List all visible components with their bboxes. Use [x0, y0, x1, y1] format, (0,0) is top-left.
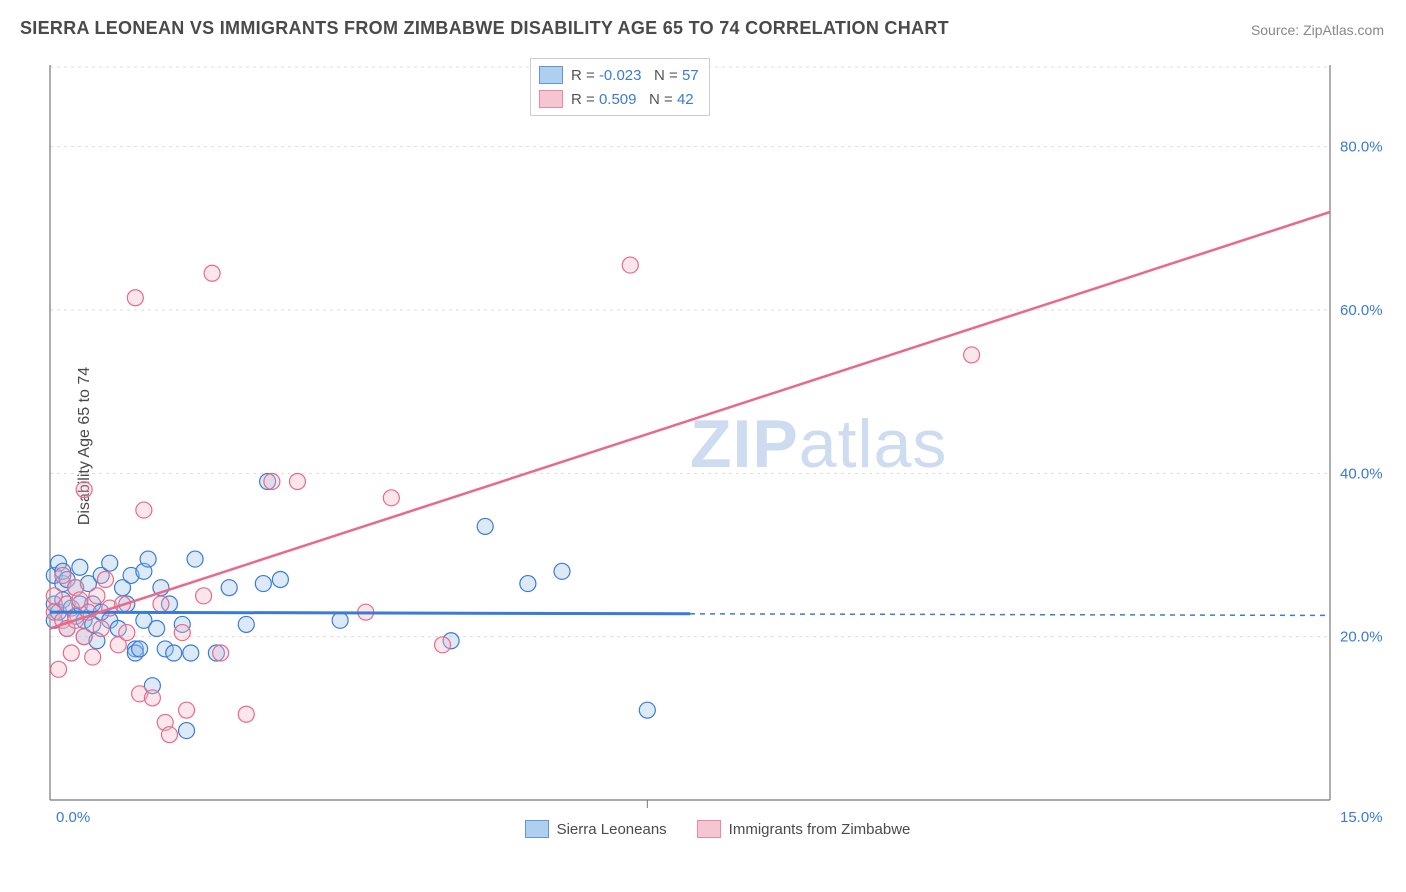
- data-point: [149, 621, 165, 637]
- data-point: [161, 727, 177, 743]
- data-point: [89, 588, 105, 604]
- data-point: [132, 641, 148, 657]
- data-point: [136, 502, 152, 518]
- data-point: [85, 649, 101, 665]
- correlation-legend: R = -0.023 N = 57 R = 0.509 N = 42: [530, 58, 710, 116]
- trend-line-dashed: [690, 614, 1330, 616]
- data-point: [127, 290, 143, 306]
- data-point: [119, 625, 135, 641]
- data-point: [97, 572, 113, 588]
- y-tick-label: 20.0%: [1340, 629, 1383, 646]
- data-point: [93, 621, 109, 637]
- data-point: [238, 616, 254, 632]
- data-point: [255, 576, 271, 592]
- data-point: [51, 661, 67, 677]
- data-point: [238, 706, 254, 722]
- legend-label: Immigrants from Zimbabwe: [729, 821, 911, 838]
- legend-item: Immigrants from Zimbabwe: [697, 820, 911, 838]
- data-point: [76, 629, 92, 645]
- data-point: [166, 645, 182, 661]
- source-label: Source: ZipAtlas.com: [1251, 22, 1384, 38]
- y-tick-label: 60.0%: [1340, 302, 1383, 319]
- data-point: [183, 645, 199, 661]
- data-point: [639, 702, 655, 718]
- data-point: [435, 637, 451, 653]
- data-point: [332, 612, 348, 628]
- data-point: [554, 563, 570, 579]
- y-tick-label: 80.0%: [1340, 139, 1383, 156]
- data-point: [72, 559, 88, 575]
- legend-row: R = 0.509 N = 42: [539, 87, 699, 111]
- data-point: [196, 588, 212, 604]
- chart-title: SIERRA LEONEAN VS IMMIGRANTS FROM ZIMBAB…: [20, 18, 949, 39]
- data-point: [272, 572, 288, 588]
- legend-label: Sierra Leoneans: [557, 821, 667, 838]
- legend-swatch: [539, 66, 563, 84]
- data-point: [204, 265, 220, 281]
- data-point: [477, 518, 493, 534]
- data-point: [289, 474, 305, 490]
- data-point: [964, 347, 980, 363]
- data-point: [179, 723, 195, 739]
- trend-line: [50, 612, 690, 614]
- series-legend: Sierra Leoneans Immigrants from Zimbabwe: [50, 820, 1385, 838]
- legend-swatch: [525, 820, 549, 838]
- legend-stats: R = 0.509 N = 42: [571, 91, 694, 108]
- data-point: [383, 490, 399, 506]
- data-point: [622, 257, 638, 273]
- data-point: [55, 567, 71, 583]
- data-point: [102, 555, 118, 571]
- y-tick-label: 40.0%: [1340, 465, 1383, 482]
- legend-row: R = -0.023 N = 57: [539, 63, 699, 87]
- trend-line: [50, 212, 1330, 629]
- chart-container: 20.0%40.0%60.0%80.0%0.0%15.0% ZIPatlas R…: [50, 55, 1385, 840]
- legend-stats: R = -0.023 N = 57: [571, 67, 699, 84]
- data-point: [174, 625, 190, 641]
- data-point: [187, 551, 203, 567]
- data-point: [144, 690, 160, 706]
- data-point: [140, 551, 156, 567]
- legend-swatch: [539, 90, 563, 108]
- data-point: [213, 645, 229, 661]
- data-point: [63, 645, 79, 661]
- legend-item: Sierra Leoneans: [525, 820, 667, 838]
- data-point: [264, 474, 280, 490]
- legend-swatch: [697, 820, 721, 838]
- data-point: [179, 702, 195, 718]
- scatter-chart: 20.0%40.0%60.0%80.0%0.0%15.0%: [50, 55, 1385, 840]
- data-point: [520, 576, 536, 592]
- data-point: [153, 596, 169, 612]
- data-point: [221, 580, 237, 596]
- data-point: [76, 482, 92, 498]
